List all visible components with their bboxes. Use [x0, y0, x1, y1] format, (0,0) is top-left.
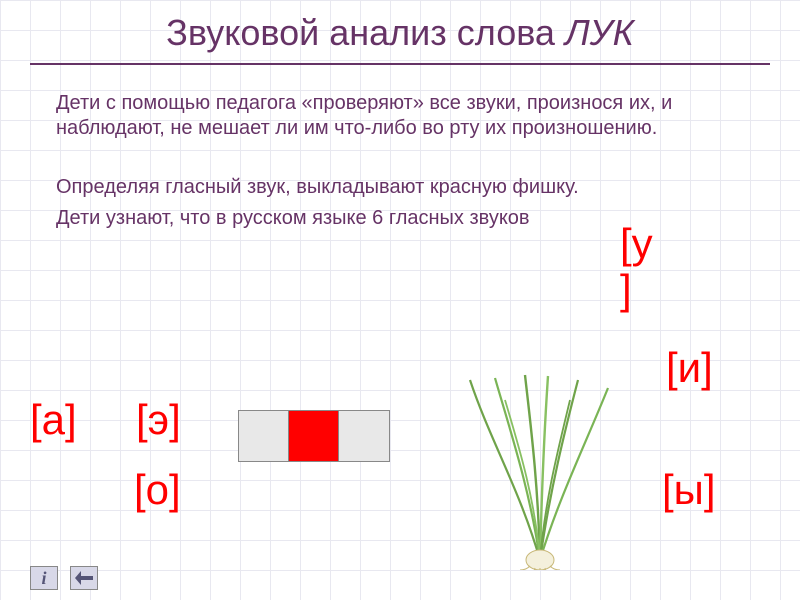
phoneme-e: [э] — [136, 396, 181, 444]
phoneme-a: [а] — [30, 396, 77, 444]
onion-plant-image — [450, 370, 630, 570]
title-prefix: Звуковой анализ слова — [166, 12, 565, 53]
phoneme-u-top: [у — [620, 220, 653, 268]
paragraph-3: Дети узнают, что в русском языке 6 гласн… — [0, 200, 800, 231]
sound-squares — [238, 410, 390, 462]
info-button[interactable]: i — [30, 566, 58, 590]
paragraph-1: Дети с помощью педагога «проверяют» все … — [0, 65, 800, 141]
arrow-left-icon — [75, 571, 93, 585]
paragraph-2: Определяя гласный звук, выкладывают крас… — [0, 141, 800, 200]
slide-content: Звуковой анализ слова ЛУК Дети с помощью… — [0, 0, 800, 600]
slide-title: Звуковой анализ слова ЛУК — [0, 0, 800, 57]
sound-cell-1 — [239, 411, 289, 461]
phoneme-y: [ы] — [662, 466, 716, 514]
phoneme-u-bottom: ] — [620, 266, 632, 314]
sound-cell-2 — [289, 411, 339, 461]
phoneme-i: [и] — [666, 344, 713, 392]
sound-cell-3 — [339, 411, 389, 461]
title-word: ЛУК — [565, 12, 634, 53]
info-icon: i — [41, 568, 46, 589]
back-button[interactable] — [70, 566, 98, 590]
phoneme-o: [о] — [134, 466, 181, 514]
